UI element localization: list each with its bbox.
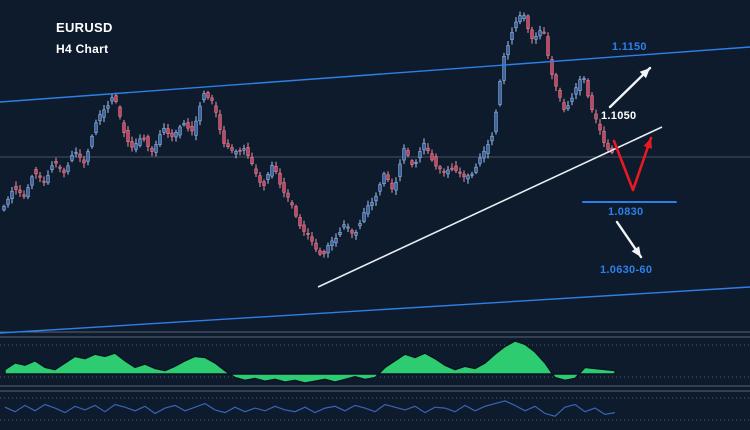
gridlines-layer <box>0 156 750 421</box>
pullback-bounce-arrow <box>612 136 653 192</box>
oscillator-line <box>4 400 616 417</box>
level-label-target-1150: 1.1150 <box>612 41 647 53</box>
symbol-title: EURUSD <box>56 20 113 35</box>
oscillator-line-layer <box>4 400 616 417</box>
candles-layer <box>2 11 614 258</box>
breakout-up-arrow-head <box>639 68 650 79</box>
channel-lower <box>0 286 750 334</box>
timeframe-title: H4 Chart <box>56 42 109 56</box>
histogram-layer <box>4 340 616 384</box>
level-label-support-0630: 1.0630-60 <box>600 264 653 276</box>
pullback-bounce-arrow-head <box>643 138 652 149</box>
breakdown-arrow-head <box>631 246 641 257</box>
rising-support <box>317 126 663 288</box>
channel-upper <box>0 46 750 103</box>
momentum-histogram <box>4 340 616 384</box>
level-label-resistance-1050: 1.1050 <box>601 110 637 122</box>
annotations-layer <box>582 66 677 259</box>
level-label-support-0830: 1.0830 <box>608 206 644 218</box>
trendlines-layer <box>0 46 750 334</box>
